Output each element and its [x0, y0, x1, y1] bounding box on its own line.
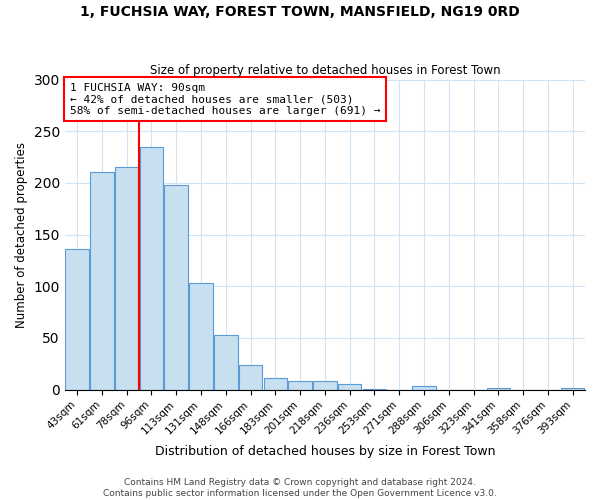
Bar: [263, 378, 287, 390]
Bar: [487, 388, 510, 390]
Bar: [164, 185, 188, 390]
Bar: [189, 283, 213, 390]
Bar: [313, 382, 337, 390]
Bar: [115, 168, 139, 390]
Title: Size of property relative to detached houses in Forest Town: Size of property relative to detached ho…: [149, 64, 500, 77]
Text: 1 FUCHSIA WAY: 90sqm
← 42% of detached houses are smaller (503)
58% of semi-deta: 1 FUCHSIA WAY: 90sqm ← 42% of detached h…: [70, 82, 380, 116]
Bar: [65, 249, 89, 390]
Bar: [90, 172, 114, 390]
Bar: [412, 386, 436, 390]
Bar: [561, 388, 584, 390]
X-axis label: Distribution of detached houses by size in Forest Town: Distribution of detached houses by size …: [155, 444, 495, 458]
Bar: [338, 384, 361, 390]
Bar: [289, 382, 312, 390]
Text: Contains HM Land Registry data © Crown copyright and database right 2024.
Contai: Contains HM Land Registry data © Crown c…: [103, 478, 497, 498]
Bar: [140, 146, 163, 390]
Text: 1, FUCHSIA WAY, FOREST TOWN, MANSFIELD, NG19 0RD: 1, FUCHSIA WAY, FOREST TOWN, MANSFIELD, …: [80, 5, 520, 19]
Bar: [214, 335, 238, 390]
Bar: [362, 388, 386, 390]
Bar: [239, 365, 262, 390]
Y-axis label: Number of detached properties: Number of detached properties: [15, 142, 28, 328]
